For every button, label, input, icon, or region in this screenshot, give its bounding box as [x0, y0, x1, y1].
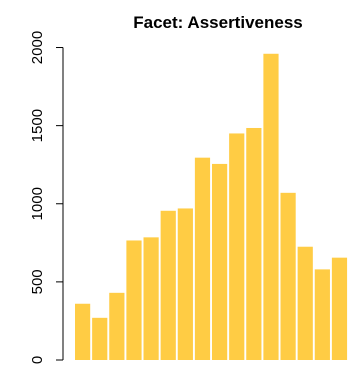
bar-5 — [143, 237, 159, 360]
bar-15 — [314, 269, 330, 360]
y-tick-label: 500 — [29, 269, 46, 294]
y-tick-label: 1000 — [29, 187, 46, 220]
bar-1 — [75, 303, 91, 360]
bars — [75, 53, 348, 361]
bar-10 — [229, 133, 245, 360]
bar-9 — [212, 163, 228, 360]
y-tick-label: 1500 — [29, 109, 46, 142]
chart-title: Facet: Assertiveness — [133, 13, 302, 32]
bar-2 — [92, 317, 108, 360]
y-axis: 0 500 1000 1500 2000 — [29, 31, 64, 364]
bar-8 — [194, 157, 211, 360]
bar-14 — [297, 246, 313, 360]
bar-11 — [246, 127, 262, 360]
y-tick-label: 2000 — [29, 31, 46, 64]
bar-16 — [331, 257, 348, 360]
bar-4 — [126, 240, 142, 360]
bar-7 — [177, 208, 193, 360]
bar-6 — [160, 210, 176, 360]
y-tick-label: 0 — [29, 356, 46, 364]
bar-3 — [109, 292, 125, 360]
bar-12 — [263, 53, 279, 361]
bar-13 — [280, 192, 296, 360]
